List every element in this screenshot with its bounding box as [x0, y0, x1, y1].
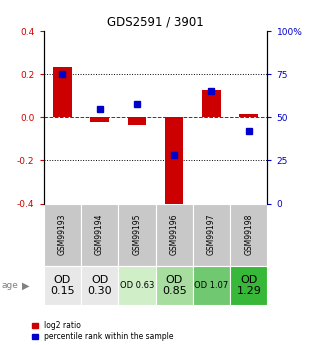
Bar — [202, 90, 221, 117]
Text: OD 1.07: OD 1.07 — [194, 281, 229, 290]
Text: OD
0.85: OD 0.85 — [162, 275, 187, 296]
Text: GSM99196: GSM99196 — [170, 214, 179, 255]
Text: GSM99195: GSM99195 — [132, 214, 141, 255]
Text: GDS2591 / 3901: GDS2591 / 3901 — [107, 16, 204, 29]
Text: OD
1.29: OD 1.29 — [236, 275, 261, 296]
Bar — [239, 114, 258, 117]
Text: OD 0.63: OD 0.63 — [120, 281, 154, 290]
Bar — [90, 117, 109, 122]
Text: OD
0.15: OD 0.15 — [50, 275, 75, 296]
Bar — [53, 67, 72, 117]
Text: ▶: ▶ — [22, 280, 30, 290]
Text: OD
0.30: OD 0.30 — [87, 275, 112, 296]
Bar — [165, 117, 183, 211]
Text: GSM99198: GSM99198 — [244, 214, 253, 255]
Bar — [128, 117, 146, 125]
Text: GSM99193: GSM99193 — [58, 214, 67, 255]
Text: age: age — [2, 281, 18, 290]
Legend: log2 ratio, percentile rank within the sample: log2 ratio, percentile rank within the s… — [32, 321, 174, 341]
Text: GSM99194: GSM99194 — [95, 214, 104, 255]
Text: GSM99197: GSM99197 — [207, 214, 216, 255]
